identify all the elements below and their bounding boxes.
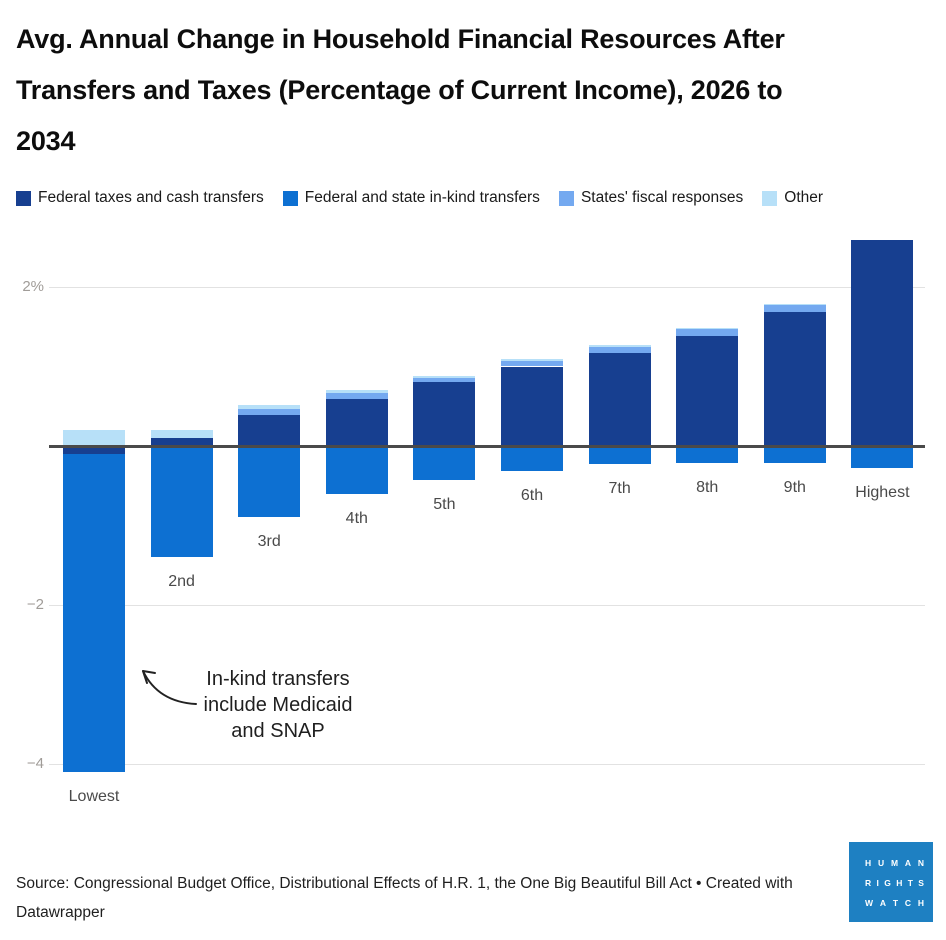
bar-segment[interactable] bbox=[63, 430, 125, 446]
bar-segment[interactable] bbox=[588, 346, 651, 353]
x-axis-label: Lowest bbox=[68, 787, 120, 805]
bar-segment[interactable] bbox=[413, 376, 476, 378]
bar-segment[interactable] bbox=[851, 446, 914, 469]
bar-segment[interactable] bbox=[676, 329, 739, 337]
bar-segment[interactable] bbox=[325, 389, 388, 393]
bar-segment[interactable] bbox=[413, 446, 476, 481]
bar-segment[interactable] bbox=[501, 366, 563, 446]
x-axis-label: Highest bbox=[855, 484, 910, 502]
bar-segment[interactable] bbox=[588, 446, 651, 465]
gridline bbox=[49, 286, 925, 288]
bar-segment[interactable] bbox=[501, 359, 563, 361]
bar-segment[interactable] bbox=[763, 305, 826, 312]
bar-segment[interactable] bbox=[238, 414, 301, 446]
legend-label: Federal and state in-kind transfers bbox=[304, 189, 540, 206]
bar-segment[interactable] bbox=[238, 408, 301, 415]
annotation-text: In-kind transfers include Medicaid and SNA… bbox=[168, 666, 388, 744]
bar-segment[interactable] bbox=[588, 352, 651, 446]
legend-swatch-icon bbox=[16, 190, 31, 206]
bar-segment[interactable] bbox=[238, 446, 301, 517]
legend-swatch-icon bbox=[282, 190, 298, 206]
bar-segment[interactable] bbox=[238, 405, 301, 409]
bar-segment[interactable] bbox=[763, 446, 826, 463]
bar-segment[interactable] bbox=[413, 382, 476, 446]
annotation-arrow-icon bbox=[142, 670, 197, 705]
gridline bbox=[49, 604, 925, 606]
legend-item: Other bbox=[762, 189, 823, 207]
legend-item: Federal taxes and cash transfers bbox=[16, 189, 264, 207]
bar-segment[interactable] bbox=[63, 446, 125, 454]
x-axis-label: 9th bbox=[783, 478, 806, 496]
bar-segment[interactable] bbox=[325, 399, 388, 446]
x-axis-label: 7th bbox=[608, 480, 631, 498]
x-axis-label: 3rd bbox=[257, 532, 281, 550]
bar-segment[interactable] bbox=[763, 311, 826, 446]
x-axis-label: 2nd bbox=[168, 573, 195, 591]
bar-segment[interactable] bbox=[501, 360, 563, 367]
bar-segment[interactable] bbox=[676, 446, 739, 464]
bar-segment[interactable] bbox=[851, 240, 914, 446]
annotation-line: and SNAP bbox=[231, 720, 325, 742]
x-axis-label: 6th bbox=[520, 487, 544, 505]
legend: Federal taxes and cash transfers Federal … bbox=[16, 189, 936, 207]
annotation-line: In-kind transfers bbox=[206, 668, 350, 690]
y-axis-tick-label: 2% bbox=[22, 278, 44, 295]
bar-segment[interactable] bbox=[676, 336, 739, 446]
x-axis-label: 4th bbox=[345, 509, 368, 527]
legend-item: Federal and state in-kind transfers bbox=[282, 189, 540, 207]
bar-segment[interactable] bbox=[150, 438, 213, 446]
bar-segment[interactable] bbox=[150, 430, 213, 439]
x-axis-label: 5th bbox=[433, 496, 456, 514]
bar-segment[interactable] bbox=[325, 392, 388, 400]
zero-baseline bbox=[49, 445, 925, 448]
legend-swatch-icon bbox=[558, 190, 574, 206]
y-axis-tick-label: −2 bbox=[26, 596, 44, 613]
bar-segment[interactable] bbox=[588, 345, 651, 347]
x-axis-label: 8th bbox=[696, 479, 719, 497]
bar-segment[interactable] bbox=[501, 446, 563, 472]
legend-label: Federal taxes and cash transfers bbox=[38, 189, 264, 206]
bar-segment[interactable] bbox=[413, 377, 476, 383]
bar-segment[interactable] bbox=[150, 446, 213, 558]
gridline bbox=[49, 763, 925, 765]
legend-label: Other bbox=[784, 189, 824, 206]
legend-label: States' fiscal responses bbox=[580, 189, 744, 206]
bar-segment[interactable] bbox=[63, 453, 125, 772]
annotation-line: include Medicaid bbox=[203, 694, 353, 716]
legend-swatch-icon bbox=[762, 190, 778, 206]
source-text: Source: Congressional Budget Office, Dis… bbox=[16, 875, 793, 921]
bar-segment[interactable] bbox=[676, 327, 739, 330]
legend-item: States' fiscal responses bbox=[558, 189, 744, 207]
chart-title: Avg. Annual Change in Household Financia… bbox=[16, 24, 785, 156]
bar-segment[interactable] bbox=[763, 303, 826, 306]
bar-segment[interactable] bbox=[325, 446, 388, 494]
y-axis-tick-label: −4 bbox=[26, 755, 44, 772]
